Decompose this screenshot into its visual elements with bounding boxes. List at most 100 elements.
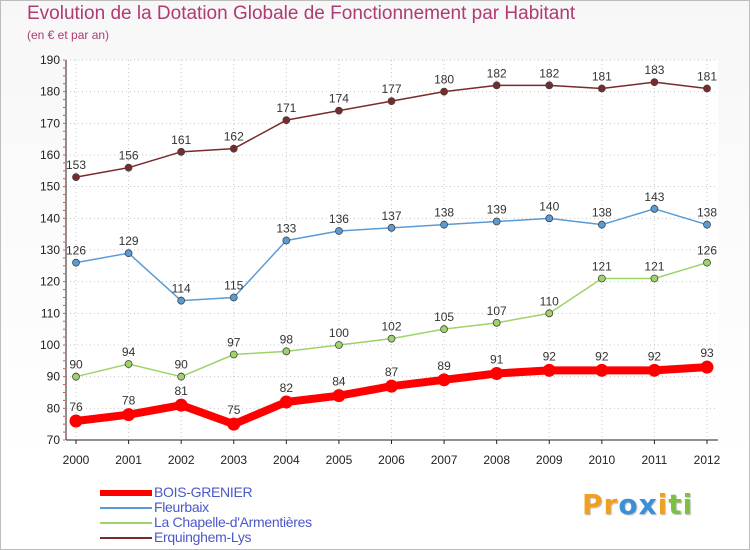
legend-swatch-la-chapelle: [100, 522, 152, 524]
x-tick-label: 2003: [220, 453, 247, 467]
data-point-erquinghem-lys: [282, 116, 291, 125]
data-label-erquinghem-lys: 162: [224, 130, 244, 144]
chart-subtitle: (en € et par an): [27, 28, 110, 42]
data-point-la-chapelle-d-armenti-res: [650, 274, 659, 283]
data-point-bois-grenier: [700, 360, 714, 374]
legend-label-la-chapelle: La Chapelle-d'Armentières: [154, 514, 312, 530]
legend-label-erquinghem-lys: Erquinghem-Lys: [154, 529, 252, 545]
data-label-la-chapelle-d-armenti-res: 121: [592, 260, 612, 274]
data-point-la-chapelle-d-armenti-res: [282, 347, 291, 356]
line-chart: 70 80 90 100 110 120 130 140 150 160 170 180 190 2000…: [40, 53, 721, 467]
data-label-erquinghem-lys: 171: [276, 101, 296, 115]
x-tick-label: 2009: [536, 453, 563, 467]
data-point-erquinghem-lys: [597, 84, 606, 93]
data-label-la-chapelle-d-armenti-res: 110: [540, 294, 559, 308]
data-label-erquinghem-lys: 177: [381, 82, 401, 96]
y-tick-label: 180: [40, 85, 60, 99]
data-point-erquinghem-lys: [492, 81, 501, 90]
data-label-bois-grenier: 93: [700, 346, 714, 360]
data-label-bois-grenier: 81: [174, 384, 188, 398]
data-point-bois-grenier: [174, 398, 188, 412]
x-tick-label: 2004: [273, 453, 300, 467]
data-label-erquinghem-lys: 181: [592, 70, 612, 84]
data-point-bois-grenier: [332, 389, 346, 403]
data-label-bois-grenier: 89: [437, 359, 451, 373]
data-point-la-chapelle-d-armenti-res: [545, 309, 554, 318]
data-point-fleurbaix: [597, 220, 606, 229]
data-label-bois-grenier: 92: [543, 349, 557, 363]
y-tick-label: 110: [41, 306, 60, 320]
legend-label-fleurbaix: Fleurbaix: [154, 499, 209, 515]
data-point-bois-grenier: [542, 363, 556, 377]
data-label-bois-grenier: 91: [490, 353, 504, 367]
x-tick-label: 2005: [326, 453, 353, 467]
y-tick-label: 100: [40, 338, 60, 352]
data-label-erquinghem-lys: 181: [697, 70, 717, 84]
y-tick-label: 120: [40, 275, 60, 289]
data-label-la-chapelle-d-armenti-res: 90: [174, 358, 188, 372]
data-label-fleurbaix: 126: [66, 244, 86, 258]
data-point-erquinghem-lys: [72, 173, 80, 182]
y-tick-label: 160: [40, 148, 60, 162]
data-point-erquinghem-lys: [229, 144, 238, 153]
data-point-bois-grenier: [227, 417, 241, 431]
y-tick-label: 150: [40, 180, 60, 194]
x-tick-label: 2000: [63, 453, 90, 467]
data-label-bois-grenier: 92: [595, 349, 609, 363]
data-point-bois-grenier: [595, 363, 609, 377]
data-point-la-chapelle-d-armenti-res: [229, 350, 238, 359]
data-point-bois-grenier: [69, 414, 83, 428]
data-label-bois-grenier: 82: [280, 381, 294, 395]
data-label-la-chapelle-d-armenti-res: 97: [227, 336, 241, 350]
data-point-fleurbaix: [229, 293, 238, 302]
data-point-erquinghem-lys: [650, 78, 659, 87]
data-point-erquinghem-lys: [703, 84, 711, 93]
x-tick-label: 2008: [483, 453, 510, 467]
data-point-la-chapelle-d-armenti-res: [387, 334, 396, 343]
data-label-erquinghem-lys: 183: [644, 63, 664, 77]
data-label-fleurbaix: 129: [119, 234, 139, 248]
legend-swatch-fleurbaix: [100, 507, 152, 509]
data-label-fleurbaix: 143: [644, 190, 664, 204]
data-label-la-chapelle-d-armenti-res: 121: [644, 260, 664, 274]
data-label-fleurbaix: 138: [592, 206, 612, 220]
legend-swatch-erquinghem-lys: [100, 537, 152, 539]
data-point-fleurbaix: [177, 296, 186, 305]
x-tick-label: 2001: [115, 453, 142, 467]
data-label-fleurbaix: 140: [539, 199, 559, 213]
data-point-erquinghem-lys: [440, 87, 448, 96]
y-tick-label: 80: [47, 401, 61, 415]
data-label-bois-grenier: 84: [332, 375, 346, 389]
data-point-fleurbaix: [703, 220, 711, 229]
x-tick-label: 2012: [694, 453, 721, 467]
data-point-fleurbaix: [335, 227, 343, 235]
data-point-fleurbaix: [440, 220, 448, 229]
data-label-la-chapelle-d-armenti-res: 107: [487, 304, 507, 318]
data-label-erquinghem-lys: 180: [434, 73, 454, 87]
data-point-bois-grenier: [647, 363, 661, 377]
data-label-la-chapelle-d-armenti-res: 126: [697, 244, 717, 258]
data-point-erquinghem-lys: [387, 97, 396, 106]
data-label-bois-grenier: 87: [385, 365, 399, 379]
data-point-erquinghem-lys: [335, 106, 343, 115]
data-label-bois-grenier: 76: [69, 400, 83, 414]
data-label-erquinghem-lys: 156: [119, 149, 139, 163]
data-point-la-chapelle-d-armenti-res: [597, 274, 606, 283]
data-label-erquinghem-lys: 182: [487, 66, 507, 80]
data-point-bois-grenier: [385, 379, 398, 393]
proxiti-logo: Proxiti: [582, 488, 694, 521]
data-label-bois-grenier: 75: [227, 403, 241, 417]
data-label-la-chapelle-d-armenti-res: 90: [69, 358, 83, 372]
data-label-fleurbaix: 139: [487, 203, 507, 217]
y-tick-label: 140: [40, 211, 60, 225]
legend-label-bois-grenier: BOIS-GRENIER: [154, 484, 253, 500]
data-label-fleurbaix: 136: [329, 212, 349, 226]
data-label-erquinghem-lys: 174: [329, 92, 349, 106]
data-point-bois-grenier: [122, 408, 136, 422]
data-label-fleurbaix: 138: [434, 206, 454, 220]
data-label-fleurbaix: 133: [276, 222, 296, 236]
data-point-fleurbaix: [492, 217, 501, 226]
y-tick-label: 130: [40, 243, 60, 257]
data-point-la-chapelle-d-armenti-res: [703, 258, 711, 267]
data-point-fleurbaix: [124, 249, 133, 258]
